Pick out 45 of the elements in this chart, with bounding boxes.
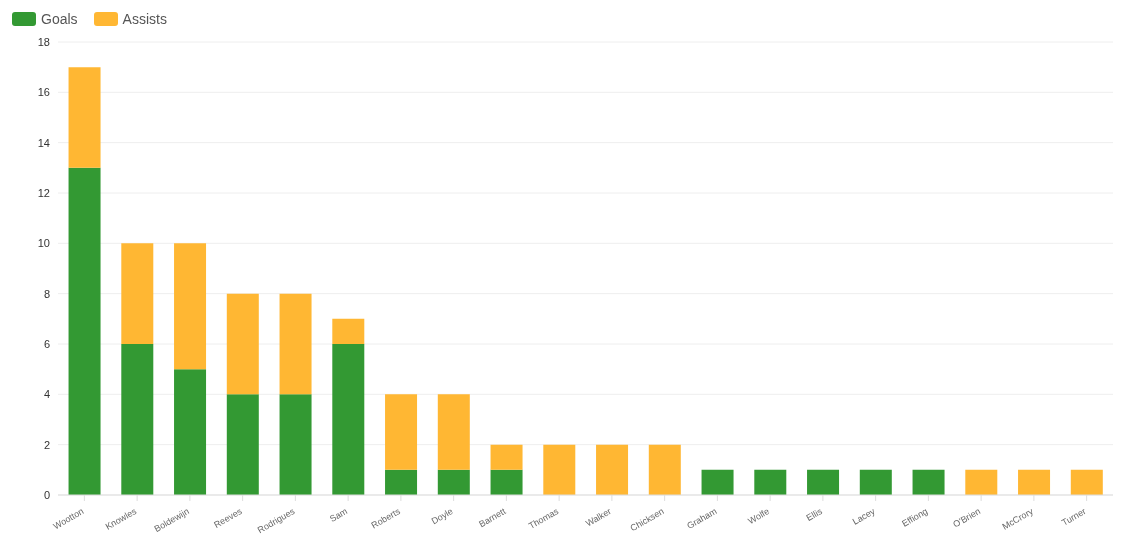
y-tick-label: 16 [37, 86, 50, 99]
y-tick-label: 18 [37, 35, 50, 48]
bar [859, 469, 892, 495]
bar [648, 444, 681, 495]
bar [385, 394, 418, 470]
bar [121, 243, 154, 344]
bar [543, 444, 576, 495]
bar [490, 469, 523, 495]
bar [490, 444, 523, 470]
bar [226, 394, 259, 495]
bar [701, 469, 734, 495]
bar [174, 243, 207, 370]
bar [68, 167, 101, 495]
y-tick-label: 0 [43, 488, 50, 501]
bar [279, 394, 312, 495]
y-tick-label: 8 [43, 287, 50, 300]
bar [385, 469, 418, 495]
bar [174, 369, 207, 495]
x-tick-label: Doyle [429, 506, 455, 527]
bar [965, 469, 998, 495]
bar [279, 293, 312, 395]
bar [1070, 469, 1103, 495]
bar [226, 293, 259, 395]
y-tick-label: 4 [43, 388, 50, 401]
x-tick-label: Wolfe [746, 506, 772, 527]
y-tick-label: 2 [43, 438, 50, 451]
y-tick-label: 6 [43, 337, 50, 350]
x-tick-label: Sam [328, 506, 350, 524]
bar [332, 318, 365, 344]
bar [437, 469, 470, 495]
bar [437, 394, 470, 470]
x-tick-label: Ellis [804, 505, 825, 523]
bar [807, 469, 840, 495]
bar [68, 67, 101, 168]
bar [121, 344, 154, 495]
bar [1018, 469, 1051, 495]
bar [754, 469, 787, 495]
bar [596, 444, 629, 495]
legend-label: Assists [121, 11, 167, 27]
y-tick-label: 10 [37, 237, 50, 250]
legend-label: Goals [40, 11, 78, 27]
bar [912, 469, 945, 495]
bar [332, 344, 365, 495]
y-tick-label: 14 [37, 136, 50, 149]
y-tick-label: 12 [37, 186, 50, 199]
